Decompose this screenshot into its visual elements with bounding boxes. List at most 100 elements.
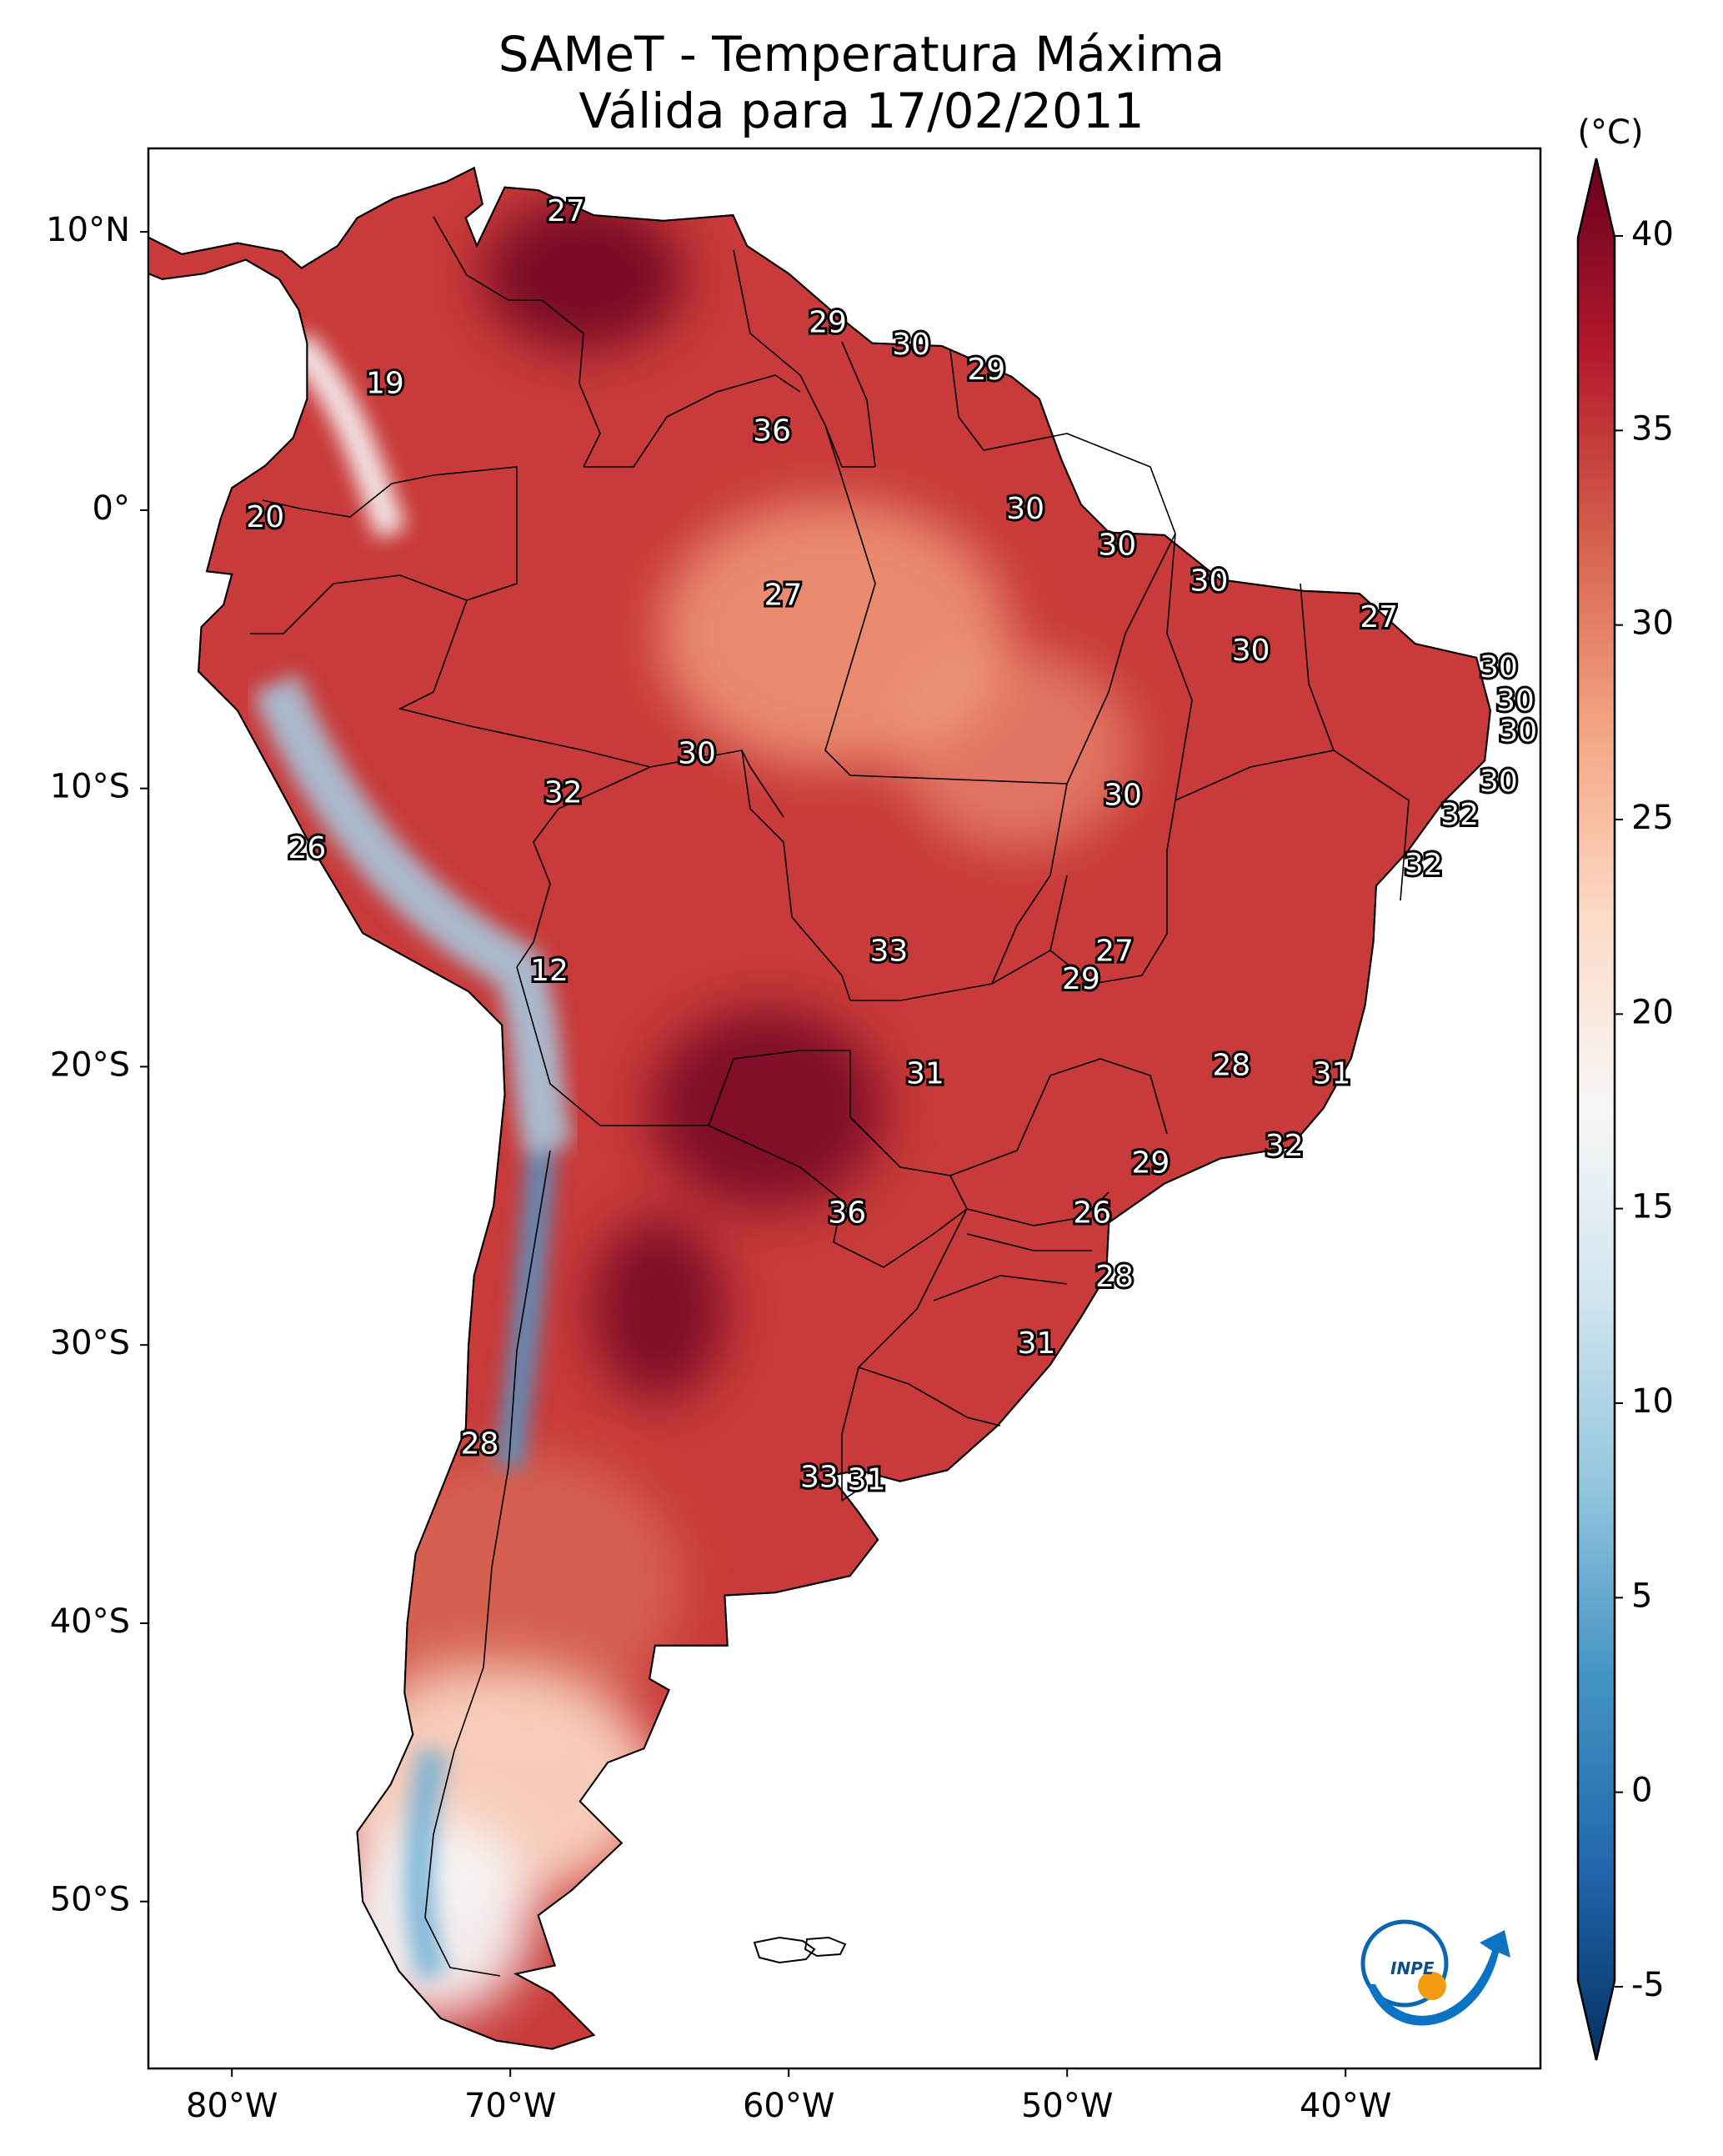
lat-tick-label: 20°S (50, 1045, 130, 1084)
border-uruguay-brazil (858, 1366, 1001, 1426)
temperature-label: 31 (1313, 1056, 1351, 1091)
state-line-goias-minas (1049, 800, 1176, 985)
temperature-label: 30 (678, 737, 716, 771)
temperature-label: 31 (848, 1463, 886, 1497)
colorbar-tick-label: 25 (1631, 799, 1674, 837)
andes-patagonia-cold-band (404, 1747, 448, 1982)
border-suriname-guiana (949, 349, 984, 451)
colorbar-tick-label: 10 (1631, 1382, 1674, 1421)
border-bolivia-paraguay (708, 1050, 850, 1126)
lon-tick-label: 40°W (1300, 2087, 1391, 2125)
border-peru-brazil (398, 599, 651, 768)
lat-tick-label: 0° (93, 489, 130, 528)
colorbar-tick-label: -5 (1631, 1966, 1665, 2004)
temperature-label: 27 (1095, 935, 1134, 969)
border-venezuela-brazil (584, 374, 801, 468)
lat-tick-label: 10°S (50, 768, 130, 806)
hot-spot-venezuela (483, 200, 684, 350)
state-line-ms-sp (949, 1075, 1051, 1176)
border-guyana-suriname (841, 341, 876, 468)
colorbar: -5 0 5 10 15 20 25 30 35 40 (°C) (1576, 113, 1674, 2061)
lat-tick-label: 40°S (50, 1602, 130, 1641)
temperature-label: 27 (764, 578, 803, 612)
warm-pampas-region (350, 1451, 684, 1717)
inpe-logo-arrow (1367, 1930, 1510, 2026)
temperature-label: 30 (1190, 564, 1229, 599)
cooler-central-region (900, 650, 1134, 850)
temperature-label: 26 (1073, 1196, 1111, 1230)
temperature-label: 30 (1098, 528, 1136, 562)
temperature-label: 29 (809, 305, 847, 339)
andes-north-cool-band (283, 331, 407, 539)
map-title-line-1: SAMeT - Temperatura Máxima (498, 26, 1225, 83)
temperature-label: 28 (461, 1426, 499, 1461)
temperature-label: 30 (1006, 492, 1044, 526)
temperature-label: 36 (753, 414, 791, 448)
colorbar-tick-label: 5 (1631, 1577, 1652, 1615)
colorbar-tick-label: 20 (1631, 993, 1674, 1031)
land-layer (148, 166, 1491, 2050)
inpe-logo: INPE (1360, 1919, 1510, 2026)
border-uruguay-argentina (841, 1483, 868, 1502)
border-paraguay-argentina (708, 1125, 968, 1268)
lon-tick-label: 80°W (186, 2087, 278, 2125)
temperature-label: 33 (800, 1460, 839, 1494)
temperature-label: 30 (892, 328, 930, 362)
andes-chile-cold-band (494, 1149, 556, 1470)
temperature-label: 31 (1018, 1326, 1056, 1361)
andes-peru-bolivia-cool-band (252, 674, 574, 1159)
temperature-label: 28 (1212, 1048, 1250, 1082)
temperature-label: 27 (547, 194, 585, 228)
temperature-label: 29 (967, 353, 1005, 387)
inpe-logo-dot (1418, 1972, 1446, 2000)
state-line-piaui-ceara (1300, 583, 1335, 751)
state-line-mt-goias (991, 783, 1068, 985)
state-line-amapa-para (983, 433, 1176, 534)
colorbar-ticks: -5 0 5 10 15 20 25 30 35 40 (1615, 215, 1674, 2004)
temperature-label: 32 (544, 775, 583, 810)
falklands-islands (753, 1936, 847, 1964)
temperature-label: 36 (828, 1196, 866, 1230)
colorbar-tick-label: 0 (1631, 1772, 1652, 1810)
border-guyana-brazil (799, 374, 875, 468)
temperature-label: 30 (1499, 714, 1537, 749)
border-paraguay-brazil (849, 1050, 968, 1210)
temperature-label: 26 (288, 831, 326, 865)
colorbar-tick-label: 15 (1631, 1188, 1674, 1226)
temperature-label: 31 (906, 1056, 944, 1091)
border-colombia-peru-brazil (399, 466, 518, 601)
temperature-label: 29 (1062, 962, 1100, 996)
border-peru-bolivia (516, 766, 651, 968)
state-line-amazonas-para (824, 424, 1068, 785)
inpe-logo-text: INPE (1390, 1958, 1435, 1978)
temperature-label: 32 (1440, 798, 1479, 832)
hot-spot-argentina (592, 1217, 725, 1401)
temperature-label: 30 (1480, 765, 1518, 799)
state-line-sc-rs (933, 1275, 1068, 1301)
state-line-bahia-minas (1175, 750, 1410, 901)
colorbar-body (1576, 158, 1616, 2061)
border-bolivia-chile-argentina (516, 966, 709, 1126)
colorbar-tick-label: 35 (1631, 409, 1674, 448)
temperature-label: 33 (869, 935, 908, 969)
temperature-label: 32 (1265, 1129, 1304, 1163)
temperature-label: 30 (1232, 634, 1270, 668)
temperature-label: 30 (1104, 779, 1142, 813)
lon-tick-label: 60°W (743, 2087, 834, 2125)
colorbar-unit: (°C) (1577, 113, 1643, 152)
temperature-label: 20 (246, 500, 284, 534)
lat-tick-label: 50°S (50, 1881, 130, 1919)
state-line-minas-sp (1049, 1058, 1168, 1135)
state-line-parana-sc (966, 1233, 1092, 1251)
lat-tick-label: 30°S (50, 1324, 130, 1362)
temperature-label: 19 (366, 367, 404, 401)
state-line-rondonia-mt (741, 750, 784, 818)
colorbar-tick-label: 30 (1631, 604, 1674, 643)
political-borders (250, 216, 1410, 1977)
border-colombia-ecuador (262, 474, 434, 518)
temperature-label: 32 (1405, 848, 1443, 882)
temperature-label: 27 (1360, 600, 1398, 634)
lon-tick-label: 50°W (1021, 2087, 1113, 2125)
lon-tick-label: 70°W (464, 2087, 556, 2125)
